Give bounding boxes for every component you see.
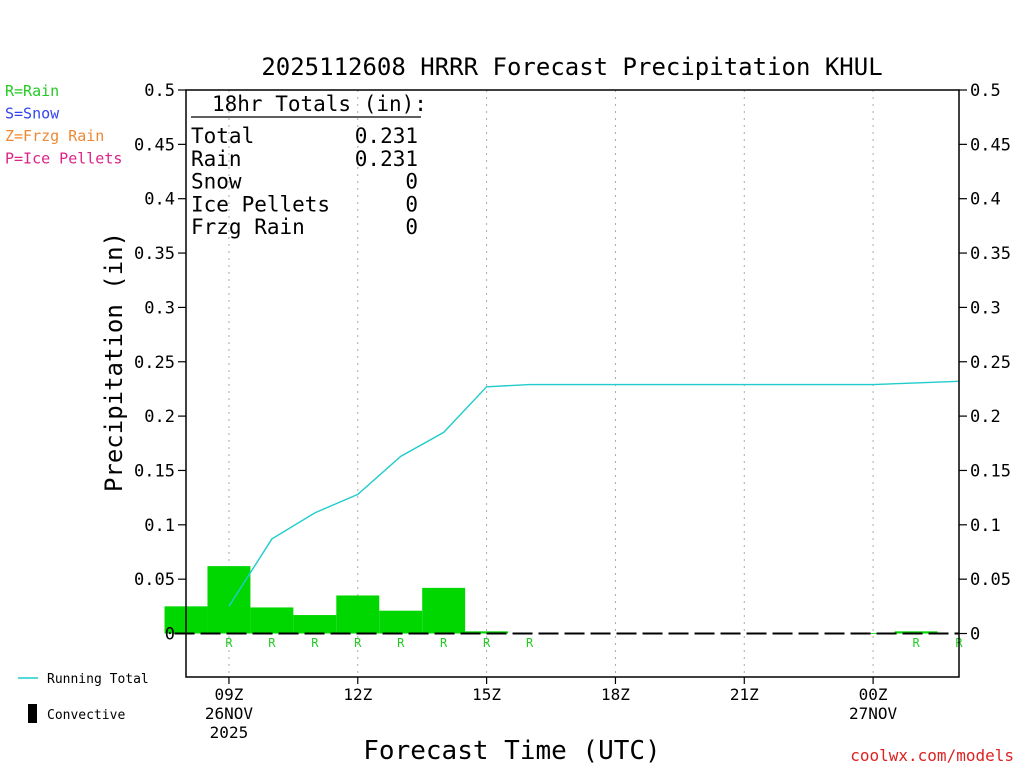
type-marker: R	[311, 636, 319, 650]
type-key-item: R=Rain	[5, 82, 59, 100]
totals-row-value: 0	[405, 170, 418, 194]
x-tick-label: 27NOV	[849, 704, 898, 723]
totals-row-label: Frzg Rain	[191, 215, 305, 239]
y-tick-label-right: 0	[970, 625, 980, 645]
legend-convective-swatch	[28, 704, 37, 723]
y-tick-label-right: 0.25	[970, 353, 1011, 373]
x-tick-label: 00Z	[859, 685, 888, 704]
plot-frame	[185, 89, 960, 678]
type-key-item: P=Ice Pellets	[5, 150, 122, 168]
precip-bar	[379, 610, 423, 634]
totals-header: 18hr Totals (in):	[212, 92, 427, 116]
precip-type-key: R=Rain S=Snow Z=Frzg Rain P=Ice Pellets	[5, 82, 122, 168]
totals-row-value: 0	[405, 215, 418, 239]
y-tick-label-right: 0.35	[970, 244, 1011, 264]
grid-lines	[228, 90, 874, 677]
legend: Running Total Convective	[18, 672, 149, 723]
totals-row-value: 0.231	[355, 124, 418, 148]
type-marker: R	[397, 636, 405, 650]
precip-bar	[465, 631, 509, 634]
y-tick-label-left: 0.2	[144, 407, 175, 427]
precip-bar	[422, 587, 466, 634]
y-tick-label-left: 0.5	[144, 81, 175, 101]
running-total-series	[228, 380, 960, 607]
y-tick-label-right: 0.3	[970, 298, 1001, 318]
y-tick-label-right: 0.1	[970, 516, 1001, 536]
totals-row-value: 0	[405, 192, 418, 216]
y-tick-label-left: 0.05	[134, 570, 175, 590]
y-axis-left: 0 0.05 0.1 0.15 0.2 0.25 0.3 0.35 0.4 0.45 0.5	[134, 81, 186, 645]
precip-bar	[293, 615, 337, 634]
y-tick-label-left: 0.45	[134, 135, 175, 155]
legend-running-total-label: Running Total	[47, 672, 149, 687]
type-marker: R	[440, 636, 448, 650]
type-marker: R	[268, 636, 276, 650]
y-tick-label-right: 0.15	[970, 461, 1011, 481]
y-tick-label-left: 0.25	[134, 353, 175, 373]
totals-box: 18hr Totals (in): Total 0.231 Rain 0.231 Sno…	[191, 92, 427, 239]
totals-row-label: Ice Pellets	[191, 192, 330, 216]
y-tick-label-left: 0.15	[134, 461, 175, 481]
y-tick-label-left: 0.1	[144, 516, 175, 536]
y-tick-label-right: 0.45	[970, 135, 1011, 155]
x-tick-label: 12Z	[343, 685, 372, 704]
y-tick-label-right: 0.5	[970, 81, 1001, 101]
type-marker: R	[526, 636, 534, 650]
type-marker: R	[912, 636, 920, 650]
x-tick-label: 2025	[210, 723, 249, 742]
totals-row-label: Total	[191, 124, 254, 148]
precip-bar	[894, 631, 938, 634]
precip-bar	[207, 566, 251, 634]
precip-bar	[336, 595, 380, 634]
totals-row-label: Rain	[191, 147, 242, 171]
totals-row-value: 0.231	[355, 147, 418, 171]
credit-text: coolwx.com/models	[850, 746, 1014, 765]
x-tick-label: 18Z	[601, 685, 630, 704]
running-total-line	[228, 380, 960, 607]
chart-title: 2025112608 HRRR Forecast Precipitation K…	[261, 53, 882, 81]
type-key-item: S=Snow	[5, 105, 60, 123]
y-tick-label-right: 0.05	[970, 570, 1011, 590]
totals-rows: Total 0.231 Rain 0.231 Snow 0 Ice Pellets 0 Frzg…	[191, 124, 418, 239]
x-tick-label: 26NOV	[205, 704, 254, 723]
totals-row-label: Snow	[191, 170, 242, 194]
type-key-item: Z=Frzg Rain	[5, 127, 104, 145]
type-marker: R	[483, 636, 491, 650]
precip-bar	[250, 607, 294, 634]
y-axis-label: Precipitation (in)	[100, 232, 128, 492]
y-tick-label-left: 0.35	[134, 244, 175, 264]
y-tick-label-left: 0.4	[144, 190, 175, 210]
y-tick-label-right: 0.4	[970, 190, 1001, 210]
x-tick-label: 15Z	[472, 685, 501, 704]
x-tick-label: 21Z	[730, 685, 759, 704]
precip-bars	[164, 566, 938, 634]
y-tick-label-left: 0.3	[144, 298, 175, 318]
y-tick-label-left: 0	[165, 625, 175, 645]
x-axis-label: Forecast Time (UTC)	[363, 736, 660, 766]
x-tick-label: 09Z	[214, 685, 243, 704]
type-marker: R	[225, 636, 233, 650]
precip-bar	[851, 632, 895, 634]
y-axis-right: 0 0.05 0.1 0.15 0.2 0.25 0.3 0.35 0.4 0.45 0.5	[959, 81, 1011, 645]
type-marker: R	[354, 636, 362, 650]
legend-convective-label: Convective	[47, 708, 125, 723]
y-tick-label-right: 0.2	[970, 407, 1001, 427]
